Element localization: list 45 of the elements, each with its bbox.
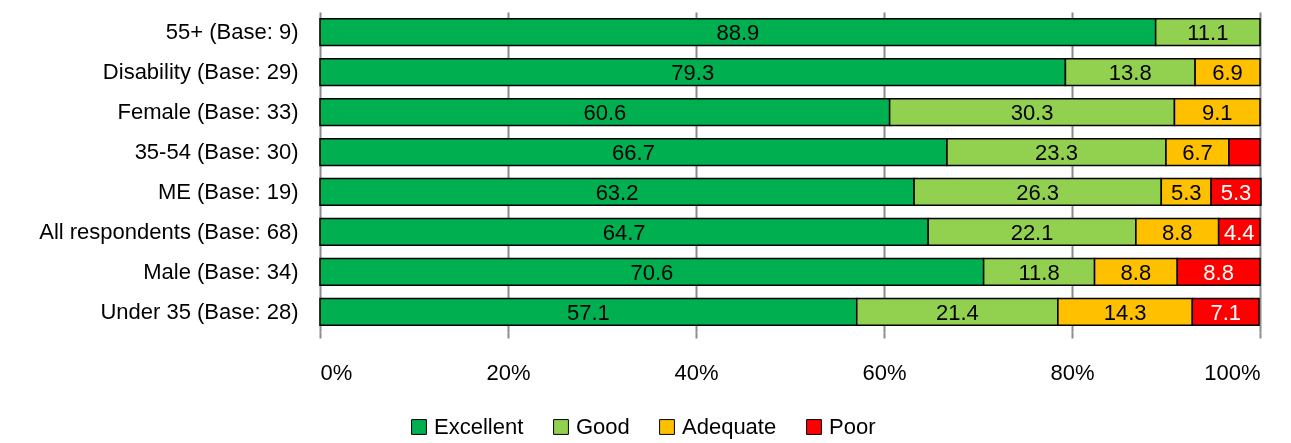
- data-label: 30.3: [1010, 100, 1054, 126]
- x-tick-label: 40%: [674, 359, 719, 385]
- y-tick-label: 55+ (Base: 9): [165, 19, 299, 45]
- y-tick-label: 35-54 (Base: 30): [134, 139, 299, 165]
- data-label: 8.8: [1161, 219, 1193, 245]
- data-label: 11.1: [1187, 20, 1229, 46]
- data-label: 6.9: [1212, 60, 1243, 86]
- data-label: 23.3: [1035, 140, 1078, 166]
- data-label: 60.6: [583, 100, 627, 126]
- data-label: 5.3: [1170, 179, 1202, 205]
- x-tick-label: 20%: [486, 359, 531, 385]
- data-label: 70.6: [630, 259, 674, 285]
- x-tick-label: 100%: [1204, 359, 1261, 385]
- legend-label: Excellent: [434, 414, 524, 439]
- y-tick-label: Under 35 (Base: 28): [100, 298, 299, 324]
- data-label: 79.3: [671, 60, 715, 86]
- x-tick-label: 0%: [320, 359, 353, 385]
- data-label: 4.4: [1224, 219, 1255, 245]
- data-label: 21.4: [935, 299, 979, 325]
- legend-label: Good: [576, 414, 630, 439]
- data-label: 14.3: [1103, 299, 1147, 325]
- data-label: 64.7: [602, 219, 646, 245]
- data-label: 5.3: [1220, 179, 1252, 205]
- data-label: 63.2: [595, 179, 639, 205]
- data-label: 11.8: [1018, 259, 1060, 285]
- y-tick-label: Male (Base: 34): [143, 258, 299, 284]
- data-label: 9.1: [1201, 100, 1233, 126]
- data-label: 57.1: [566, 299, 610, 325]
- data-label: 8.8: [1120, 259, 1152, 285]
- y-tick-label: Disability (Base: 29): [102, 59, 299, 85]
- legend-label: Poor: [829, 414, 876, 439]
- data-label: 26.3: [1016, 179, 1060, 205]
- data-label: 22.1: [1010, 219, 1054, 245]
- data-label: 7.1: [1210, 299, 1241, 325]
- y-tick-label: Female (Base: 33): [117, 99, 299, 125]
- y-tick-label: ME (Base: 19): [157, 178, 299, 204]
- data-label: 6.7: [1182, 140, 1213, 166]
- data-label: 66.7: [612, 140, 655, 166]
- data-label: 13.8: [1108, 60, 1152, 86]
- legend-label: Adequate: [682, 414, 777, 439]
- x-tick-label: 60%: [862, 359, 907, 385]
- y-tick-label: All respondents (Base: 68): [39, 218, 299, 244]
- data-label: 88.9: [716, 20, 760, 46]
- x-tick-label: 80%: [1050, 359, 1095, 385]
- data-label: 8.8: [1203, 259, 1234, 285]
